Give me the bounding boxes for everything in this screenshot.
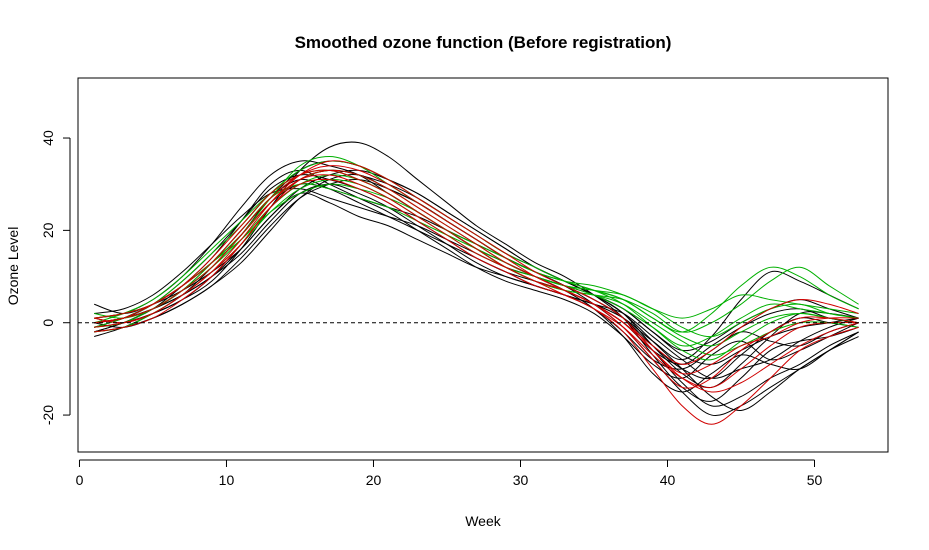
y-tick-label: -20 [40, 405, 56, 425]
x-tick-label: 50 [807, 472, 823, 488]
x-axis-title: Week [465, 513, 502, 529]
series-line-2 [94, 174, 859, 370]
series-line-23 [94, 174, 859, 375]
y-axis-title: Ozone Level [5, 227, 21, 306]
y-tick-label: 20 [40, 222, 56, 238]
plot-frame [77, 77, 889, 453]
series-line-25 [94, 169, 859, 425]
series-line-10 [94, 173, 859, 407]
series-line-24 [94, 169, 859, 389]
series-line-26 [94, 178, 859, 389]
x-tick-label: 10 [219, 472, 235, 488]
y-tick-label: 0 [40, 319, 56, 327]
series-line-28 [94, 160, 859, 393]
x-tick-label: 30 [513, 472, 529, 488]
x-tick-label: 20 [366, 472, 382, 488]
chart-title: Smoothed ozone function (Before registra… [295, 33, 672, 52]
series-line-13 [94, 169, 859, 352]
series-line-5 [94, 192, 859, 379]
series-line-27 [94, 165, 859, 365]
x-tick-label: 0 [76, 472, 84, 488]
series-line-14 [94, 178, 859, 417]
series-line-4 [94, 178, 859, 365]
y-tick-label: 40 [40, 130, 56, 146]
series-line-11 [94, 188, 859, 365]
y-axis: -20 0 20 40 [40, 130, 71, 425]
series-layer [94, 141, 859, 425]
series-line-7 [94, 183, 859, 361]
series-line-8 [94, 141, 859, 402]
series-line-3 [94, 160, 859, 393]
series-line-12 [94, 169, 859, 411]
x-tick-label: 40 [660, 472, 676, 488]
x-axis: 0 10 20 30 40 50 [76, 459, 823, 488]
